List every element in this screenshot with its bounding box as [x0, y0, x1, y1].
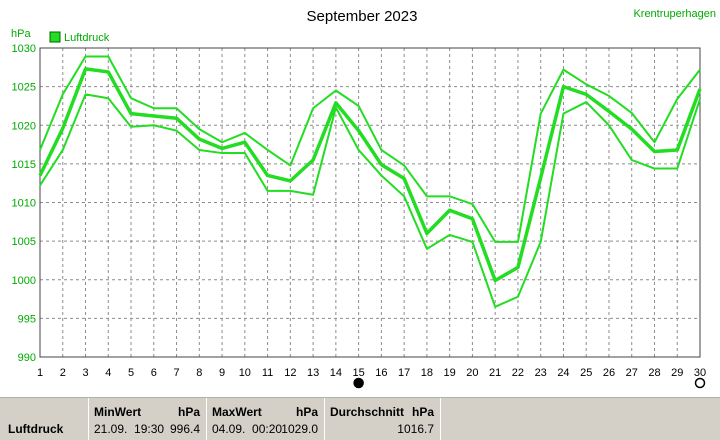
y-tick-label: 1030: [12, 43, 36, 55]
x-tick-label: 26: [603, 367, 615, 379]
x-tick-label: 6: [151, 367, 157, 379]
y-tick-label: 1015: [12, 159, 36, 171]
x-tick-label: 17: [398, 367, 410, 379]
y-axis-unit: hPa: [11, 28, 31, 40]
series-line-min: [39, 93, 701, 308]
min-label: MinWert: [94, 405, 142, 419]
series-line-avg: [38, 67, 702, 283]
min-unit: hPa: [177, 405, 200, 419]
x-tick-label: 30: [694, 367, 706, 379]
min-value: 996.4: [169, 422, 200, 436]
y-tick-label: 995: [18, 313, 36, 325]
x-tick-label: 9: [219, 367, 225, 379]
avg-unit: hPa: [411, 405, 434, 419]
x-tick-label: 2: [60, 367, 66, 379]
x-tick-label: 10: [239, 367, 251, 379]
x-tick-label: 18: [421, 367, 433, 379]
stats-min-cell: MinWert hPa 21.09. 19:30 996.4: [88, 398, 207, 440]
x-tick-label: 21: [489, 367, 501, 379]
x-tick-label: 3: [82, 367, 88, 379]
max-unit: hPa: [295, 405, 318, 419]
chart-title: September 2023: [307, 8, 418, 25]
x-tick-label: 23: [535, 367, 547, 379]
y-tick-label: 1020: [12, 120, 36, 132]
stats-avg-cell: Durchschnitt hPa 1016.7: [324, 398, 441, 440]
max-label: MaxWert: [212, 405, 262, 419]
x-tick-label: 27: [626, 367, 638, 379]
avg-value: 1016.7: [397, 422, 434, 436]
stats-row-label: Luftdruck: [8, 422, 64, 436]
stats-max-cell: MaxWert hPa 04.09. 00:20 1029.0: [206, 398, 325, 440]
legend-label: Luftdruck: [64, 32, 110, 44]
x-tick-label: 15: [352, 367, 364, 379]
plot-frame: [39, 47, 701, 358]
x-tick-label: 28: [648, 367, 660, 379]
x-tick-label: 19: [444, 367, 456, 379]
min-time: 21.09. 19:30: [94, 422, 165, 436]
station-name: Krentruperhagen: [633, 8, 716, 20]
y-tick-label: 1025: [12, 82, 36, 94]
x-tick-label: 8: [196, 367, 202, 379]
stats-label-cell: Luftdruck: [0, 398, 89, 440]
max-value: 1029.0: [281, 422, 318, 436]
y-tick-label: 1005: [12, 236, 36, 248]
y-tick-label: 1000: [12, 275, 36, 287]
marker-filled-circle: [353, 377, 364, 389]
x-tick-label: 7: [173, 367, 179, 379]
x-tick-label: 12: [284, 367, 296, 379]
series-line-max: [39, 55, 701, 243]
x-tick-label: 22: [512, 367, 524, 379]
x-tick-label: 29: [671, 367, 683, 379]
stats-bar: Luftdruck MinWert hPa 21.09. 19:30 996.4…: [0, 397, 720, 440]
x-tick-label: 25: [580, 367, 592, 379]
x-tick-label: 4: [105, 367, 111, 379]
legend-swatch: [49, 31, 61, 43]
max-time: 04.09. 00:20: [212, 422, 283, 436]
y-tick-label: 990: [18, 352, 36, 364]
pressure-chart: September 2023 Krentruperhagen hPa Luftd…: [11, 8, 716, 389]
x-tick-label: 24: [557, 367, 569, 379]
y-tick-label: 1010: [12, 198, 36, 210]
avg-label: Durchschnitt: [330, 405, 405, 419]
x-tick-label: 1: [37, 367, 43, 379]
x-tick-label: 20: [466, 367, 478, 379]
x-tick-label: 5: [128, 367, 134, 379]
x-tick-label: 13: [307, 367, 319, 379]
x-tick-label: 11: [262, 367, 273, 379]
marker-open-circle: [694, 377, 706, 389]
x-tick-label: 16: [375, 367, 387, 379]
x-tick-label: 14: [330, 367, 342, 379]
